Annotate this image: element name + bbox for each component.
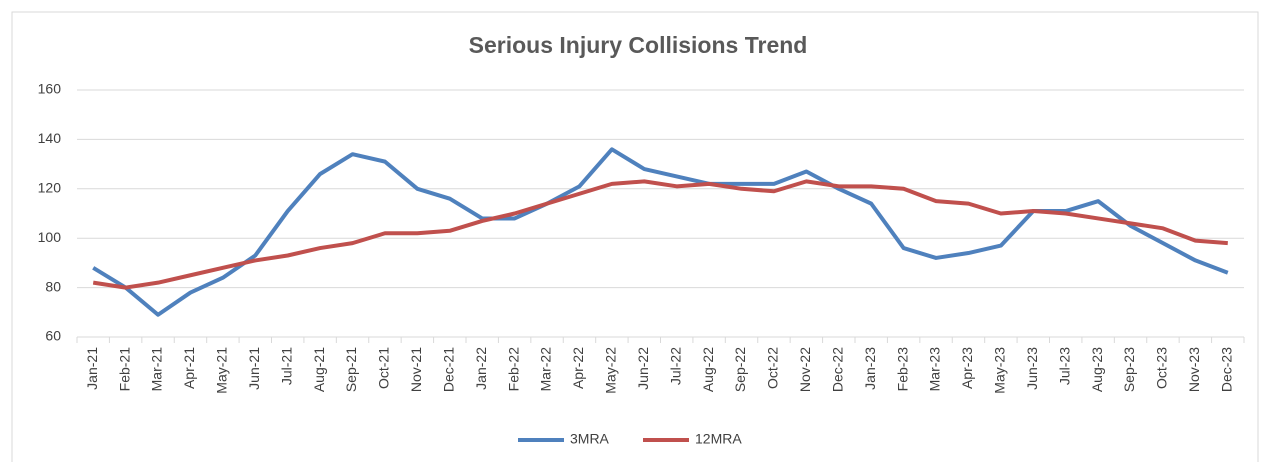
x-tick-label: Aug-22 <box>700 347 716 392</box>
x-tick-label: Nov-23 <box>1186 347 1202 392</box>
x-tick-label: Apr-22 <box>570 347 586 389</box>
x-tick-label: Mar-23 <box>927 347 943 392</box>
x-tick-label: Apr-23 <box>959 347 975 389</box>
y-tick-label: 160 <box>38 81 62 97</box>
x-tick-label: Jul-21 <box>278 347 294 385</box>
x-tick-label: May-22 <box>603 347 619 394</box>
x-tick-label: Jan-22 <box>473 347 489 390</box>
x-tick-label: Mar-21 <box>149 347 165 392</box>
line-series <box>92 179 1228 290</box>
y-tick-label: 120 <box>38 180 62 196</box>
x-tick-label: Sep-22 <box>732 347 748 392</box>
legend-label: 12MRA <box>695 431 742 447</box>
legend-label: 3MRA <box>570 431 610 447</box>
x-tick-label: Dec-22 <box>829 347 845 392</box>
x-tick-label: Oct-22 <box>765 347 781 389</box>
x-tick-label: Feb-22 <box>505 347 521 392</box>
x-tick-label: Jul-22 <box>667 347 683 385</box>
x-tick-label: Nov-21 <box>408 347 424 392</box>
x-tick-label: Jun-21 <box>246 347 262 390</box>
x-tick-label: Nov-22 <box>797 347 813 392</box>
x-tick-label: Aug-23 <box>1089 347 1105 392</box>
chart-title: Serious Injury Collisions Trend <box>469 32 808 58</box>
x-tick-label: Feb-21 <box>116 347 132 392</box>
x-tick-label: Sep-21 <box>343 347 359 392</box>
x-tick-label: Jan-23 <box>862 347 878 390</box>
y-tick-label: 100 <box>38 229 62 245</box>
x-tick-label: May-23 <box>992 347 1008 394</box>
y-tick-label: 60 <box>45 328 61 344</box>
y-tick-label: 140 <box>38 130 62 146</box>
x-tick-label: Mar-22 <box>538 347 554 392</box>
x-tick-label: Feb-23 <box>894 347 910 392</box>
x-tick-label: Jun-23 <box>1024 347 1040 390</box>
x-tick-label: Aug-21 <box>311 347 327 392</box>
x-tick-label: May-21 <box>214 347 230 394</box>
chart-frame <box>11 11 1259 462</box>
x-tick-label: Jan-21 <box>84 347 100 390</box>
x-tick-label: Oct-23 <box>1154 347 1170 389</box>
x-tick-label: Sep-23 <box>1121 347 1137 392</box>
x-tick-label: Jun-22 <box>635 347 651 390</box>
x-tick-label: Oct-21 <box>376 347 392 389</box>
x-tick-label: Dec-23 <box>1218 347 1234 392</box>
x-tick-label: Apr-21 <box>181 347 197 389</box>
x-tick-label: Jul-23 <box>1056 347 1072 385</box>
x-tick-label: Dec-21 <box>440 347 456 392</box>
y-tick-label: 80 <box>45 278 61 294</box>
